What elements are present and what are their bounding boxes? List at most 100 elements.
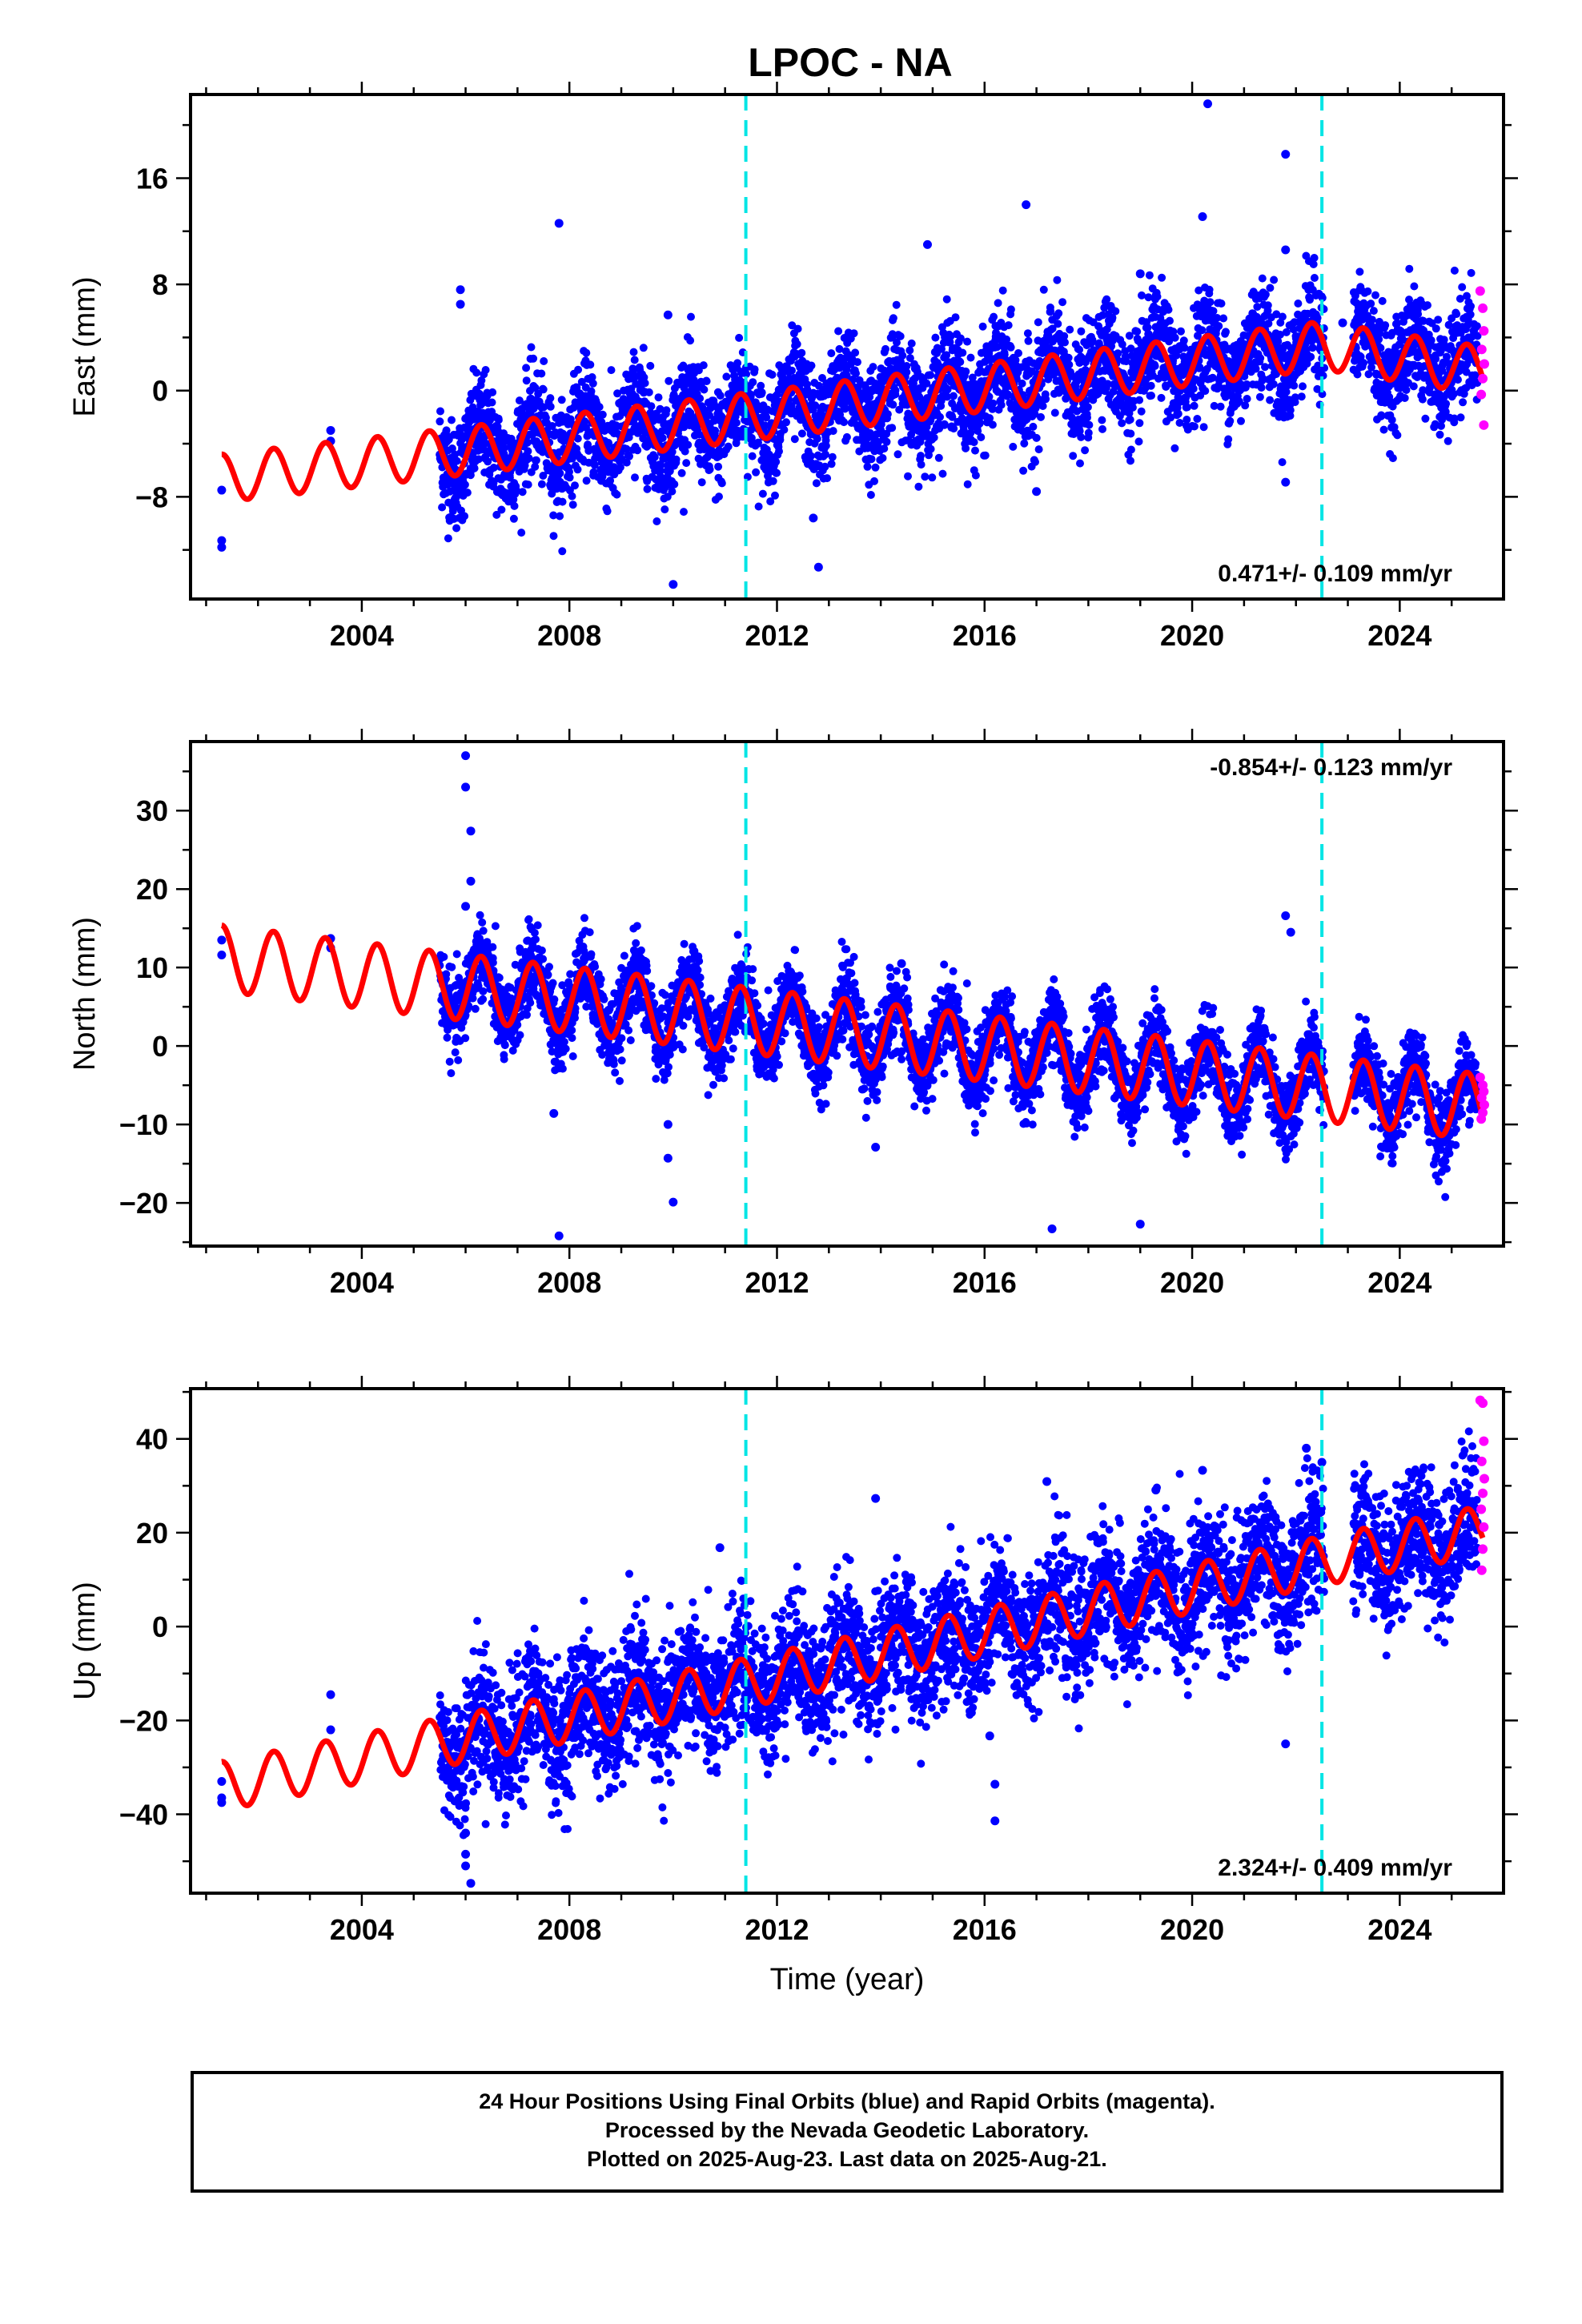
rapid-orbit-point (1475, 286, 1485, 296)
rapid-orbit-point (1479, 326, 1489, 336)
final-orbit-point (326, 1690, 335, 1699)
final-orbit-point (549, 1108, 559, 1118)
x-tick-label: 2008 (537, 619, 601, 652)
x-tick-label: 2020 (1160, 619, 1224, 652)
final-orbit-point (1135, 269, 1145, 279)
x-tick-label: 2004 (330, 1913, 394, 1946)
final-orbit-point (461, 751, 471, 761)
y-tick-label: 30 (136, 794, 168, 827)
footer-line-1: 24 Hour Positions Using Final Orbits (bl… (479, 2089, 1215, 2113)
final-orbit-point (1022, 200, 1031, 210)
east-panel: 2004 2008 2012 2016 2020 2024 −8 0 8 16 East (mm) 0… (68, 82, 1518, 652)
final-orbit-point (1281, 245, 1291, 255)
final-orbit-point (461, 902, 471, 911)
rate-annotation: 0.471+/- 0.109 mm/yr (1218, 561, 1452, 587)
rapid-orbit-point (1475, 1072, 1485, 1083)
x-tick-label: 2012 (745, 619, 809, 652)
x-tick-label: 2016 (953, 619, 1017, 652)
x-tick-label: 2016 (953, 1266, 1017, 1299)
chart-title: LPOC - NA (748, 40, 953, 85)
final-orbit-point (326, 425, 335, 435)
x-tick-label: 2016 (953, 1913, 1017, 1946)
x-tick-label: 2024 (1367, 619, 1431, 652)
final-orbit-point (461, 782, 471, 792)
rapid-orbit-point (1479, 420, 1489, 430)
x-tick-label: 2004 (330, 1266, 394, 1299)
y-tick-label: 40 (136, 1423, 168, 1456)
rapid-orbit-point (1476, 1504, 1487, 1514)
y-axis-title: Up (mm) (68, 1582, 102, 1700)
y-axis-title: East (mm) (68, 276, 102, 416)
final-orbit-point (217, 542, 227, 552)
rapid-orbit-point (1478, 1544, 1488, 1554)
final-orbit-point (922, 239, 932, 249)
x-tick-label: 2012 (745, 1913, 809, 1946)
final-orbit-point (554, 219, 564, 228)
final-orbit-point (461, 1861, 471, 1871)
rate-annotation: -0.854+/- 0.123 mm/yr (1210, 754, 1452, 781)
rapid-orbit-point (1479, 1522, 1489, 1532)
rapid-orbit-point (1478, 373, 1488, 384)
plot-frame (189, 740, 1505, 1248)
final-orbit-point (1286, 927, 1295, 937)
y-tick-label: 0 (152, 375, 168, 408)
x-axis-title: Time (year) (770, 1963, 925, 1996)
model-fit-line (219, 922, 1486, 1139)
final-orbit-point (990, 1816, 1000, 1826)
rapid-orbit-point (1476, 1456, 1487, 1466)
plot-frame (189, 1387, 1505, 1895)
final-orbit-point (1338, 318, 1347, 328)
final-orbit-point (217, 536, 227, 545)
y-tick-label: −10 (119, 1108, 168, 1141)
final-orbit-point (326, 1725, 335, 1735)
final-orbit-point (217, 485, 227, 495)
final-orbit-point (897, 959, 906, 968)
x-tick-label: 2004 (330, 619, 394, 652)
final-orbit-point (217, 1798, 227, 1807)
footer-caption-box: 24 Hour Positions Using Final Orbits (bl… (191, 2071, 1504, 2193)
final-orbit-point (1032, 487, 1042, 497)
final-orbit-point (1281, 1739, 1291, 1749)
y-axis-title: North (mm) (68, 917, 102, 1071)
final-orbit-point (663, 310, 673, 320)
final-orbit-point (1198, 1466, 1207, 1475)
final-orbit-point (663, 1153, 673, 1163)
final-orbit-point (466, 876, 476, 886)
final-orbit-point (217, 935, 227, 945)
x-tick-label: 2008 (537, 1266, 601, 1299)
x-tick-label: 2024 (1367, 1266, 1431, 1299)
rapid-orbit-point (1476, 1565, 1487, 1575)
y-tick-label: −20 (119, 1704, 168, 1737)
y-tick-label: 10 (136, 951, 168, 984)
x-tick-label: 2024 (1367, 1913, 1431, 1946)
final-orbit-point (1281, 477, 1291, 487)
rapid-orbit-point (1478, 1488, 1488, 1498)
final-orbit-point (456, 285, 465, 295)
final-orbit-point (985, 1731, 994, 1741)
final-orbit-point (1203, 99, 1213, 109)
final-orbit-point (669, 1197, 678, 1207)
final-orbit-point (809, 513, 818, 523)
final-orbit-point (871, 1143, 881, 1152)
y-tick-label: −20 (119, 1187, 168, 1220)
final-orbit-point (217, 1777, 227, 1787)
final-orbit-point (1317, 1458, 1327, 1467)
final-orbit-point (813, 562, 823, 572)
plot-frame (189, 93, 1505, 601)
model-fit-line (219, 320, 1486, 502)
final-orbit-point (1042, 1477, 1052, 1486)
model-fit-line (219, 1506, 1486, 1808)
rapid-orbit-point (1476, 389, 1487, 400)
rapid-orbit-point (1478, 1398, 1488, 1409)
rapid-orbit-point (1476, 344, 1487, 355)
final-orbit-point (663, 1120, 673, 1129)
plot-area (217, 742, 1490, 1246)
final-orbit-point (1281, 150, 1291, 159)
y-tick-label: 0 (152, 1610, 168, 1643)
final-orbit-point (217, 951, 227, 960)
x-tick-label: 2020 (1160, 1266, 1224, 1299)
final-orbit-point (1198, 212, 1207, 222)
final-orbit-point (990, 1779, 1000, 1789)
rapid-orbit-point (1479, 1436, 1489, 1446)
